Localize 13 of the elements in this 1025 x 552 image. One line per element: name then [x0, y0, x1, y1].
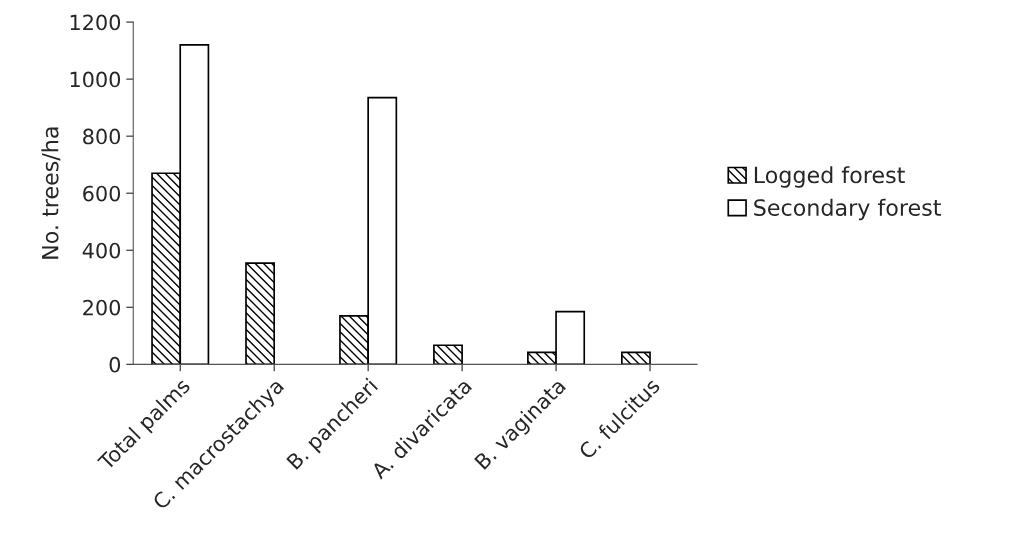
y-tick-label: 0 [109, 356, 121, 373]
y-tick-label: 200 [83, 299, 121, 316]
y-tick-label: 1200 [70, 14, 121, 31]
y-tick-label: 600 [83, 185, 121, 202]
y-tick-label: 1000 [70, 71, 121, 88]
legend-label: Secondary forest [754, 198, 941, 221]
y-tick-label: 400 [82, 242, 121, 259]
y-tick-label: 800 [83, 128, 121, 145]
bar [433, 344, 463, 365]
legend-label: Logged forest [754, 166, 905, 188]
bar [245, 262, 276, 365]
y-axis-title: No. trees/ha [41, 127, 61, 259]
bar [620, 351, 651, 365]
